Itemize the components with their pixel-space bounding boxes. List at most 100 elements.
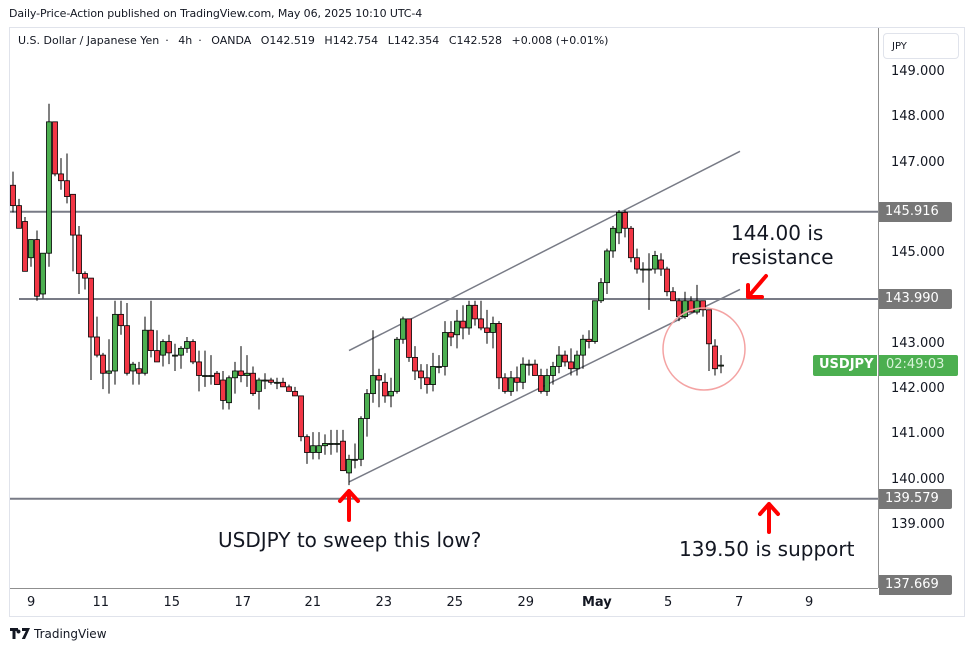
candle[interactable] <box>520 357 526 390</box>
candle[interactable] <box>388 377 394 408</box>
candle[interactable] <box>328 429 334 455</box>
candle[interactable] <box>634 248 640 274</box>
candle[interactable] <box>112 300 118 385</box>
candle[interactable] <box>226 375 232 410</box>
candle[interactable] <box>652 250 658 274</box>
candle[interactable] <box>586 330 592 349</box>
candle[interactable] <box>610 226 616 258</box>
candle[interactable] <box>418 364 424 390</box>
candle[interactable] <box>574 350 580 376</box>
candle[interactable] <box>136 361 142 385</box>
candle[interactable] <box>550 361 556 385</box>
candle[interactable] <box>556 346 562 374</box>
candle[interactable] <box>148 300 154 358</box>
tradingview-logo[interactable]: TradingView <box>10 627 107 641</box>
candle[interactable] <box>172 343 178 371</box>
candle[interactable] <box>484 309 490 344</box>
candle[interactable] <box>94 316 100 358</box>
candle[interactable] <box>220 370 226 410</box>
candle[interactable] <box>514 366 520 392</box>
candle[interactable] <box>532 359 538 376</box>
candle[interactable] <box>202 350 208 387</box>
candle[interactable] <box>646 253 652 310</box>
candle[interactable] <box>364 389 370 437</box>
candle[interactable] <box>406 318 412 362</box>
price-axis[interactable] <box>878 28 964 588</box>
candle[interactable] <box>10 171 16 213</box>
candle[interactable] <box>658 253 664 276</box>
candle[interactable] <box>142 316 148 376</box>
candle[interactable] <box>124 303 130 376</box>
currency-selector[interactable]: JPY <box>883 33 959 59</box>
candle[interactable] <box>340 429 346 472</box>
candle[interactable] <box>436 355 442 374</box>
candle[interactable] <box>34 230 40 301</box>
candle[interactable] <box>580 334 586 369</box>
candle[interactable] <box>370 330 376 403</box>
candle[interactable] <box>442 321 448 376</box>
candle[interactable] <box>694 284 700 315</box>
candle[interactable] <box>250 366 256 396</box>
candle[interactable] <box>178 346 184 369</box>
candle[interactable] <box>460 305 466 340</box>
candle[interactable] <box>190 339 196 365</box>
candle[interactable] <box>496 321 502 390</box>
candle[interactable] <box>286 384 292 392</box>
candle[interactable] <box>76 226 82 294</box>
candle[interactable] <box>280 377 286 388</box>
candle[interactable] <box>196 350 202 392</box>
candle[interactable] <box>160 339 166 367</box>
candle[interactable] <box>208 355 214 385</box>
candle[interactable] <box>238 346 244 383</box>
candle[interactable] <box>118 300 124 335</box>
candle[interactable] <box>232 361 238 394</box>
candle[interactable] <box>100 352 106 390</box>
candle[interactable] <box>40 252 46 299</box>
candle[interactable] <box>400 316 406 344</box>
candle[interactable] <box>526 359 532 376</box>
candle[interactable] <box>52 121 58 177</box>
candle[interactable] <box>346 454 352 486</box>
candle[interactable] <box>352 443 358 469</box>
candle[interactable] <box>382 373 388 403</box>
candle[interactable] <box>64 153 70 204</box>
candle[interactable] <box>394 337 400 394</box>
candle[interactable] <box>718 355 724 374</box>
candle[interactable] <box>298 395 304 442</box>
candle[interactable] <box>568 348 574 376</box>
candle[interactable] <box>538 368 544 394</box>
candle[interactable] <box>256 377 262 410</box>
candle[interactable] <box>472 300 478 326</box>
candle[interactable] <box>478 300 484 331</box>
candle[interactable] <box>664 266 670 297</box>
time-axis[interactable] <box>10 588 878 616</box>
candle[interactable] <box>622 210 628 238</box>
candle[interactable] <box>22 216 28 272</box>
symbol-name[interactable]: U.S. Dollar / Japanese Yen <box>18 34 160 47</box>
candle[interactable] <box>562 350 568 367</box>
candle[interactable] <box>490 316 496 349</box>
candle[interactable] <box>166 334 172 365</box>
candle[interactable] <box>58 158 64 190</box>
candle[interactable] <box>82 271 88 290</box>
candle[interactable] <box>430 352 436 392</box>
candle[interactable] <box>70 193 76 272</box>
candle[interactable] <box>706 309 712 371</box>
candle[interactable] <box>712 339 718 376</box>
candle[interactable] <box>28 239 34 267</box>
candle[interactable] <box>466 300 472 335</box>
candle[interactable] <box>376 368 382 408</box>
candle[interactable] <box>88 277 94 381</box>
candle[interactable] <box>640 262 646 283</box>
candle[interactable] <box>502 373 508 394</box>
candle[interactable] <box>292 386 298 397</box>
candle[interactable] <box>322 434 328 455</box>
candle[interactable] <box>334 429 340 453</box>
candle[interactable] <box>628 226 634 263</box>
candle[interactable] <box>670 287 676 302</box>
candle[interactable] <box>598 278 604 304</box>
candle[interactable] <box>604 248 610 294</box>
candle[interactable] <box>274 377 280 390</box>
candle[interactable] <box>508 370 514 396</box>
